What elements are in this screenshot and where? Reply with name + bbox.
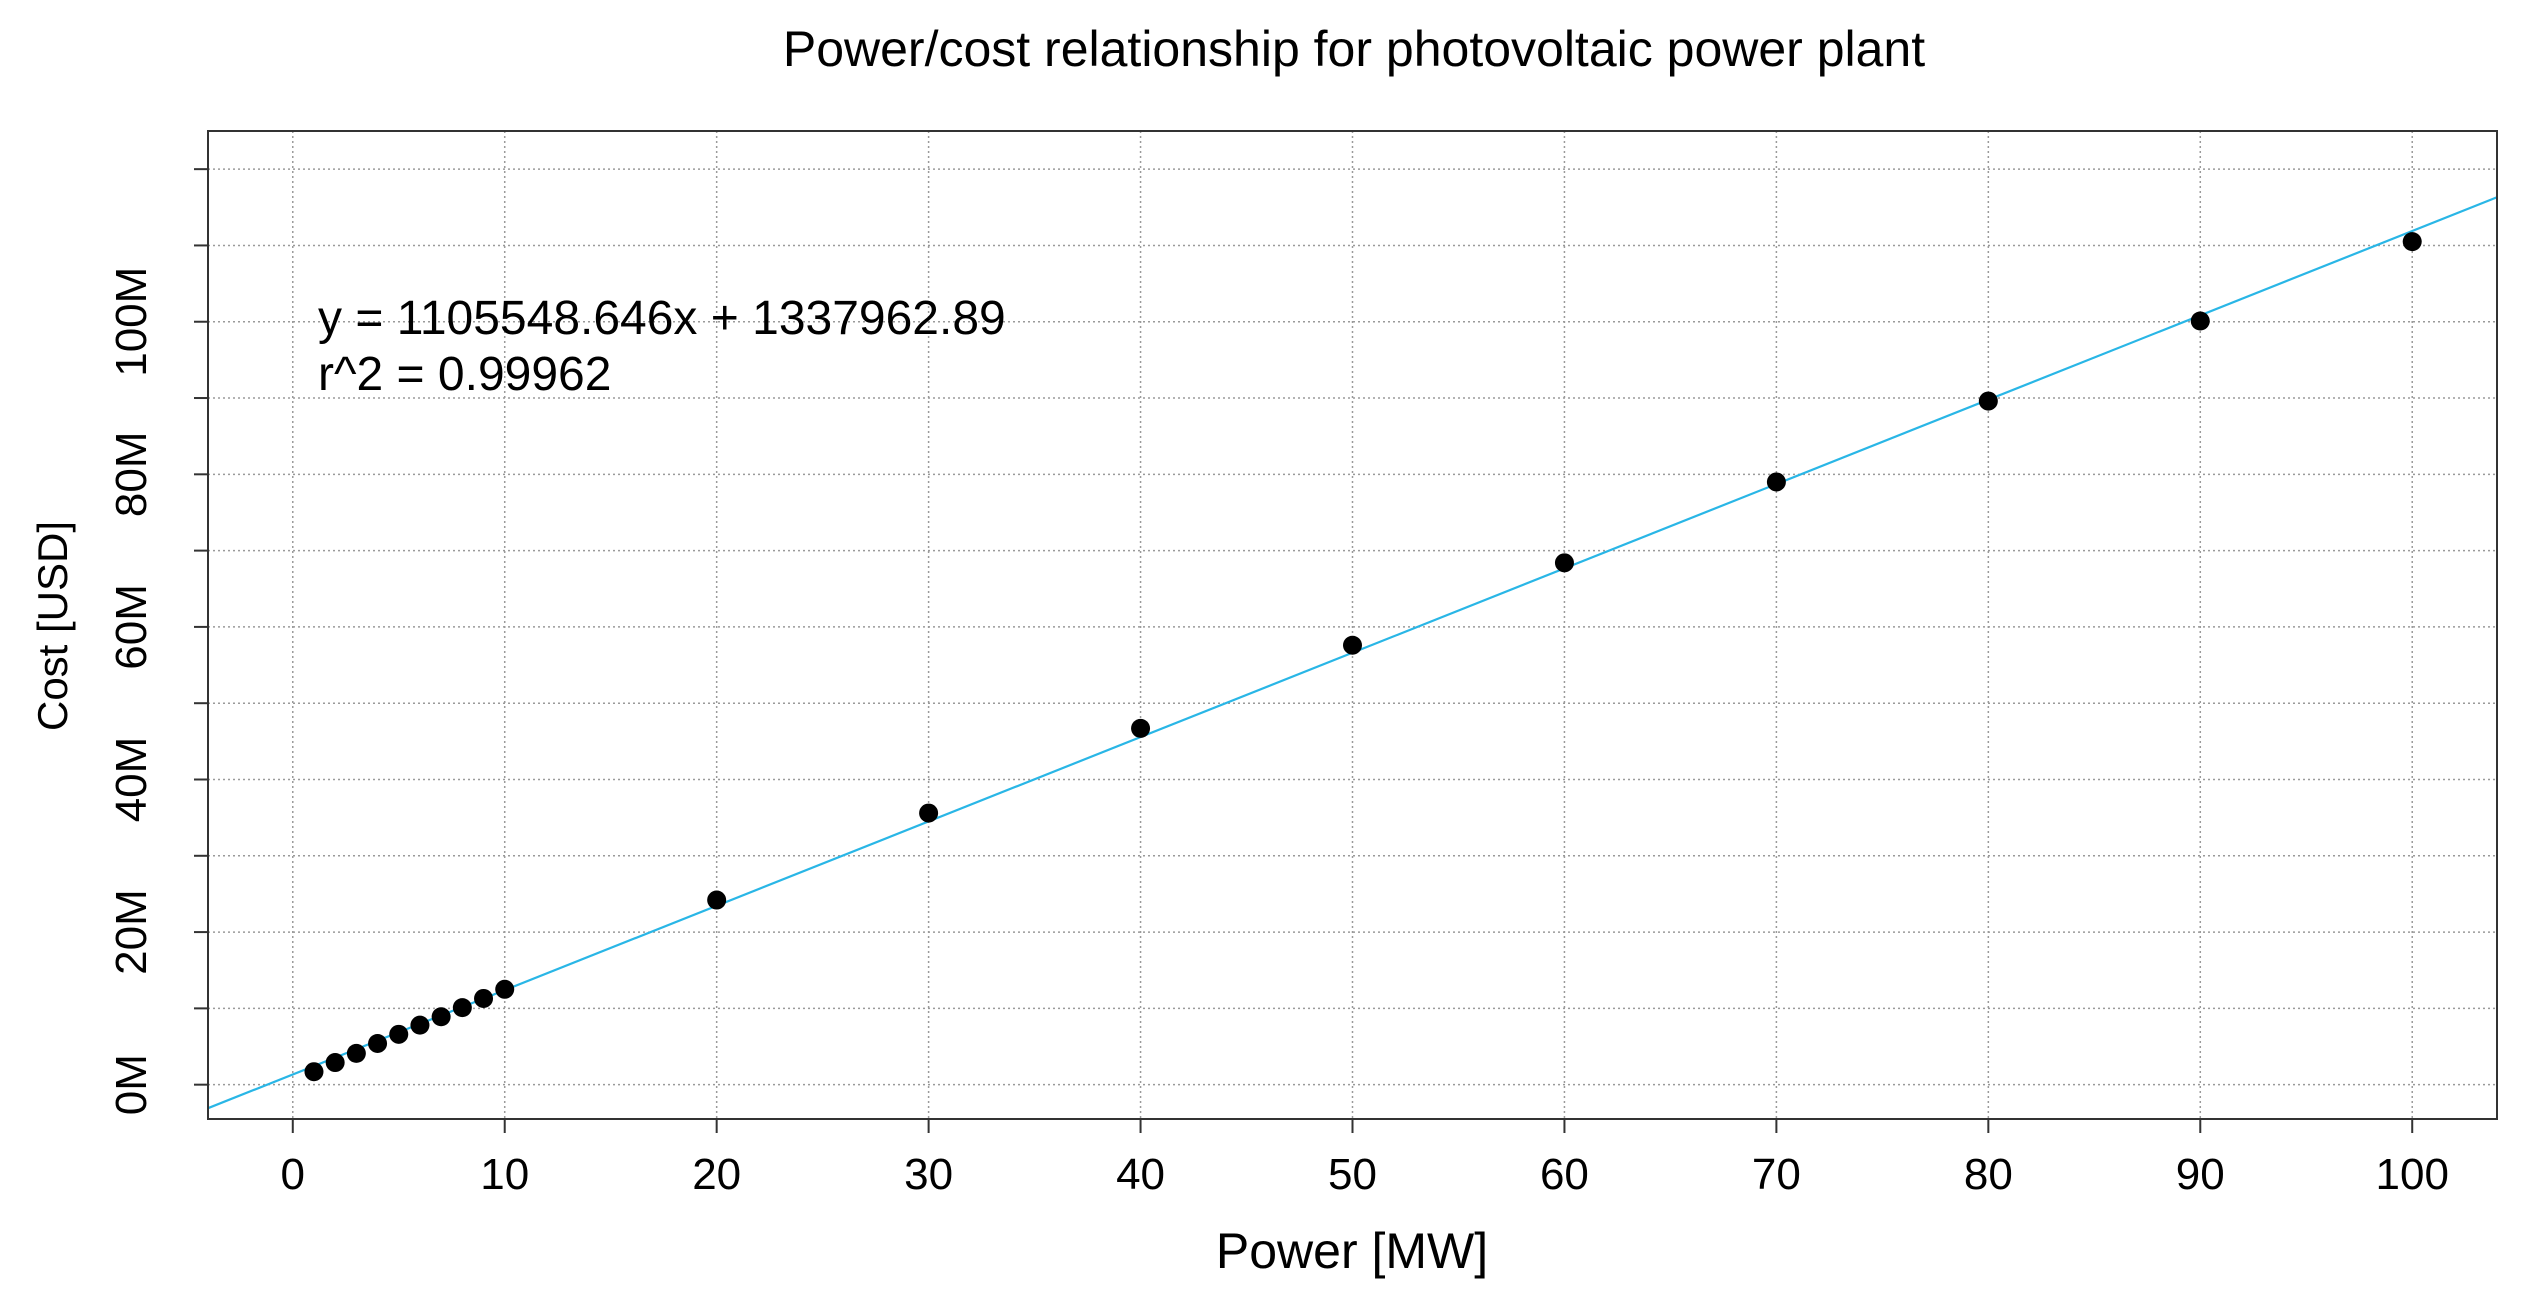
data-point-1 (325, 1053, 345, 1073)
data-point-10 (707, 890, 727, 910)
data-point-5 (410, 1015, 430, 1035)
data-point-4 (389, 1024, 409, 1044)
annotation-r-squared: r^2 = 0.99962 (318, 348, 611, 401)
grid (208, 131, 2497, 1119)
data-points (304, 232, 2422, 1082)
y-tick-label-1: 20M (107, 889, 156, 975)
data-point-0 (304, 1062, 324, 1082)
x-axis-label: Power [MW] (1216, 1223, 1488, 1279)
x-tick-label-6: 60 (1540, 1150, 1589, 1199)
data-point-11 (919, 803, 939, 823)
x-tick-label-4: 40 (1116, 1150, 1165, 1199)
data-point-16 (1978, 391, 1998, 411)
x-tick-label-8: 80 (1964, 1150, 2013, 1199)
y-tick-label-2: 40M (107, 737, 156, 823)
x-tick-label-0: 0 (281, 1150, 305, 1199)
x-tick-label-7: 70 (1752, 1150, 1801, 1199)
data-point-8 (474, 988, 494, 1008)
data-point-3 (368, 1033, 388, 1053)
x-axis: 0 10 20 30 40 50 60 70 80 90 100 (281, 1119, 2449, 1199)
data-point-17 (2190, 311, 2210, 331)
data-point-2 (346, 1043, 366, 1063)
data-point-15 (1766, 472, 1786, 492)
data-point-13 (1343, 635, 1362, 655)
data-point-7 (452, 998, 472, 1018)
y-tick-label-3: 60M (107, 584, 156, 670)
x-tick-label-3: 30 (904, 1150, 953, 1199)
x-tick-label-10: 100 (2376, 1150, 2449, 1199)
data-point-18 (2402, 232, 2422, 252)
annotation-equation: y = 1105548.646x + 1337962.89 (318, 292, 1006, 345)
y-axis-label: Cost [USD] (29, 521, 76, 731)
chart-title: Power/cost relationship for photovoltaic… (783, 21, 1925, 77)
y-tick-label-0: 0M (107, 1054, 156, 1115)
y-tick-label-4: 80M (107, 432, 156, 518)
y-tick-label-5: 100M (107, 267, 156, 377)
y-axis: 0M 20M 40M 60M 80M 100M (107, 168, 208, 1115)
data-point-6 (431, 1007, 451, 1027)
data-point-12 (1131, 718, 1151, 738)
data-point-9 (495, 979, 515, 999)
data-point-14 (1554, 553, 1574, 573)
x-tick-label-5: 50 (1328, 1150, 1377, 1199)
x-tick-label-1: 10 (480, 1150, 529, 1199)
x-tick-label-2: 20 (692, 1150, 741, 1199)
x-tick-label-9: 90 (2176, 1150, 2225, 1199)
